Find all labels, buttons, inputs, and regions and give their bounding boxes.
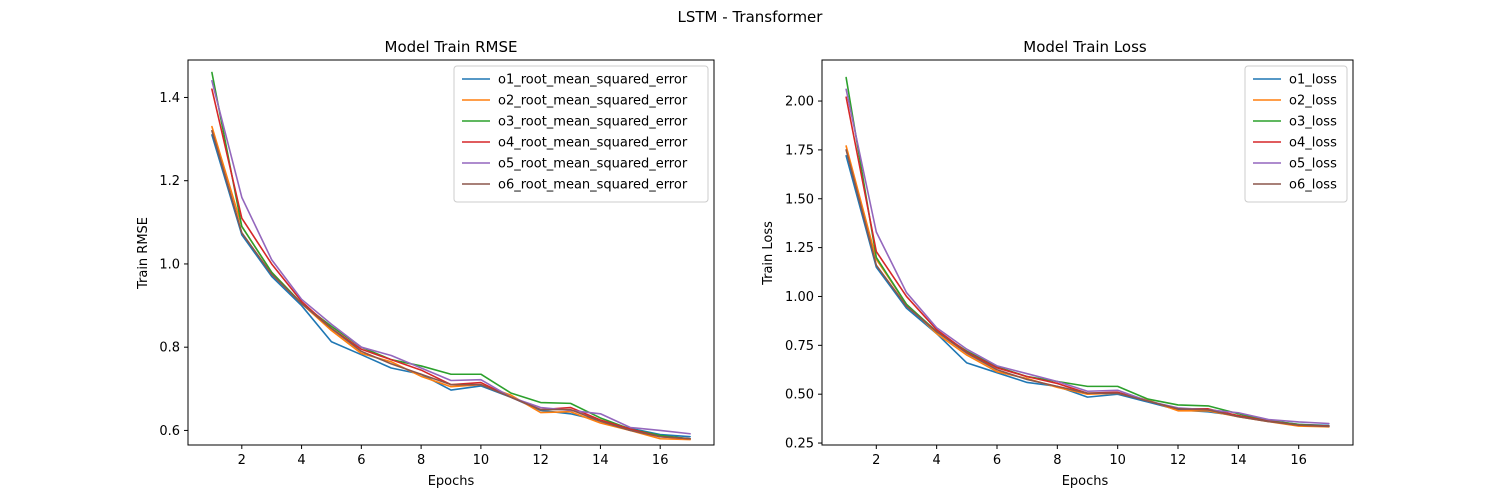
- rmse-legend-label-3: o3_root_mean_squared_error: [498, 115, 688, 130]
- rmse-x-tick-label: 14: [592, 453, 609, 468]
- rmse-legend-box: [453, 65, 709, 203]
- loss-legend-label-3: o3_loss: [1289, 115, 1337, 130]
- loss-chart-panel: Model Train Loss Epochs Train Loss 2 4 6 8 1…: [761, 38, 1354, 489]
- rmse-series-line-6: [211, 129, 691, 440]
- figure-suptitle: LSTM - Transformer: [678, 8, 824, 26]
- loss-x-tick-label: 2: [872, 453, 880, 468]
- rmse-x-tick-label: 16: [652, 453, 669, 468]
- loss-series-line-5: [845, 88, 1330, 425]
- loss-x-axis-label: Epochs: [1062, 474, 1109, 489]
- loss-legend-label-1: o1_loss: [1289, 73, 1337, 88]
- rmse-legend-label-6: o6_root_mean_squared_error: [498, 178, 688, 193]
- loss-x-tick-label: 4: [933, 453, 941, 468]
- loss-x-tick-label: 6: [993, 453, 1001, 468]
- loss-legend-label-5: o5_loss: [1289, 157, 1337, 172]
- rmse-x-tick-label: 2: [238, 453, 246, 468]
- rmse-y-tick-label: 1.0: [159, 257, 180, 272]
- loss-axes-frame: [821, 59, 1354, 446]
- loss-x-tick-label: 10: [1109, 453, 1126, 468]
- loss-y-tick-label: 0.50: [785, 388, 814, 403]
- loss-y-tick-label: 1.75: [785, 143, 814, 158]
- loss-x-tick-label: 16: [1290, 453, 1307, 468]
- loss-legend-label-6: o6_loss: [1289, 178, 1337, 193]
- loss-legend-label-2: o2_loss: [1289, 94, 1337, 109]
- loss-legend: o1_loss o2_loss o3_loss o4_loss o5_loss o6_lo…: [1244, 65, 1348, 203]
- rmse-y-tick-label: 0.8: [159, 341, 180, 356]
- rmse-axes-frame: [187, 59, 715, 446]
- loss-y-axis-label: Train Loss: [761, 221, 776, 286]
- rmse-x-tick-label: 10: [473, 453, 490, 468]
- rmse-chart-panel: Model Train RMSE Epochs Train RMSE 2 4 6 8 1…: [136, 38, 715, 489]
- rmse-y-tick-label: 1.2: [159, 174, 180, 189]
- rmse-series-line-5: [211, 80, 691, 435]
- rmse-legend-label-5: o5_root_mean_squared_error: [498, 157, 688, 172]
- rmse-y-axis-label: Train RMSE: [136, 217, 151, 290]
- loss-legend-label-4: o4_loss: [1289, 136, 1337, 151]
- rmse-x-tick-label: 6: [357, 453, 365, 468]
- rmse-legend-label-2: o2_root_mean_squared_error: [498, 94, 688, 109]
- loss-y-tick-label: 0.25: [785, 437, 814, 452]
- loss-y-tick-label: 2.00: [785, 95, 814, 110]
- rmse-legend-label-4: o4_root_mean_squared_error: [498, 136, 688, 151]
- loss-series-line-6: [845, 149, 1330, 428]
- rmse-x-axis-label: Epochs: [428, 474, 475, 489]
- rmse-x-tick-label: 12: [532, 453, 549, 468]
- loss-y-tick-label: 1.25: [785, 241, 814, 256]
- rmse-chart-title: Model Train RMSE: [385, 38, 518, 56]
- rmse-legend: o1_root_mean_squared_error o2_root_mean_s…: [453, 65, 709, 203]
- loss-chart-title: Model Train Loss: [1023, 38, 1147, 56]
- rmse-y-tick-label: 1.4: [159, 91, 180, 106]
- loss-y-tick-label: 0.75: [785, 339, 814, 354]
- loss-x-tick-label: 8: [1053, 453, 1061, 468]
- loss-x-tick-label: 12: [1170, 453, 1187, 468]
- loss-y-tick-label: 1.00: [785, 290, 814, 305]
- rmse-legend-label-1: o1_root_mean_squared_error: [498, 73, 688, 88]
- rmse-y-tick-label: 0.6: [159, 424, 180, 439]
- loss-y-tick-label: 1.50: [785, 192, 814, 207]
- rmse-x-tick-label: 4: [297, 453, 305, 468]
- rmse-x-tick-label: 8: [417, 453, 425, 468]
- loss-x-tick-label: 14: [1230, 453, 1247, 468]
